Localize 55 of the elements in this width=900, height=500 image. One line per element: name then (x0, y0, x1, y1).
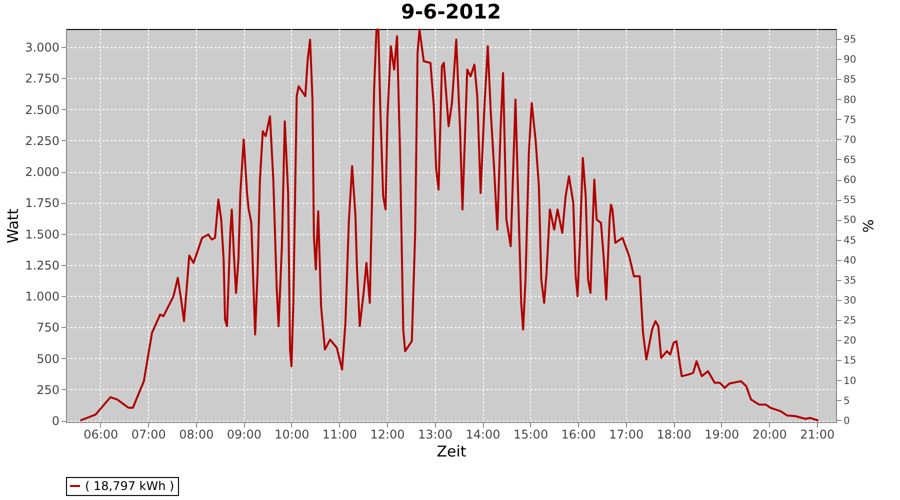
x-tick-label: 21:00 (800, 428, 835, 442)
y-tick-label: 2.500 (25, 102, 60, 117)
y2-axis-title: % (859, 219, 876, 233)
x-tick-label: 08:00 (179, 428, 214, 442)
x-tick-label: 16:00 (561, 428, 596, 442)
y-tick-label: 750 (36, 320, 60, 335)
x-tick-label: 15:00 (513, 428, 548, 442)
y2-tick-label: 0 (844, 416, 850, 427)
y-axis-title: Watt (4, 208, 22, 244)
line-series (79, 28, 820, 422)
y2-tick-label: 45 (844, 235, 856, 246)
x-tick-label: 12:00 (370, 428, 405, 442)
y2-tick-label: 30 (844, 295, 856, 306)
x-tick-label: 07:00 (131, 428, 166, 442)
y2-tick-label: 50 (844, 215, 856, 226)
y-tick-label: 2.000 (25, 165, 60, 180)
y2-tick-label: 25 (844, 316, 856, 327)
y-tick-label: 2.750 (25, 72, 60, 86)
y2-tick-label: 80 (844, 94, 856, 106)
y2-tick-label: 5 (844, 396, 850, 407)
y2-tick-label: 40 (844, 255, 856, 266)
y-tick-label: 1.750 (25, 196, 60, 210)
y-tick-label: 250 (36, 382, 60, 397)
y2-tick-label: 95 (844, 34, 856, 46)
legend-label: ( 18,797 kWh ) (85, 479, 174, 493)
x-tick-label: 13:00 (418, 428, 453, 442)
y2-tick-label: 55 (844, 195, 856, 206)
y2-tick-label: 15 (844, 356, 856, 367)
x-tick-label: 20:00 (752, 428, 787, 442)
x-tick-label: 19:00 (704, 428, 740, 442)
x-tick-label: 06:00 (84, 428, 118, 442)
x-tick-label: 17:00 (609, 428, 644, 442)
y2-tick-label: 35 (844, 275, 856, 286)
y-tick-label: 1.250 (25, 258, 60, 272)
y2-tick-label: 65 (844, 154, 856, 166)
y-tick-label: 2.250 (25, 134, 60, 148)
y-tick-label: 0 (52, 414, 60, 428)
y2-tick-label: 85 (844, 74, 856, 86)
x-tick-label: 10:00 (274, 428, 310, 442)
y2-tick-label: 70 (844, 134, 856, 146)
x-tick-label: 18:00 (656, 428, 692, 442)
y2-tick-label: 20 (844, 336, 856, 347)
y2-tick-label: 75 (844, 114, 856, 126)
y-tick-label: 1.500 (25, 227, 60, 242)
x-tick-label: 14:00 (466, 428, 500, 442)
y-tick-label: 1.000 (25, 290, 60, 304)
y2-tick-label: 90 (844, 54, 856, 66)
y2-tick-label: 60 (844, 175, 856, 186)
x-tick-label: 09:00 (226, 428, 262, 442)
x-tick-label: 11:00 (322, 428, 358, 442)
x-axis-title: Zeit (436, 442, 466, 460)
chart-title: 9-6-2012 (400, 0, 502, 24)
y-tick-label: 500 (36, 352, 60, 366)
y-tick-label: 3.000 (25, 40, 60, 55)
y2-tick-label: 10 (844, 376, 856, 387)
